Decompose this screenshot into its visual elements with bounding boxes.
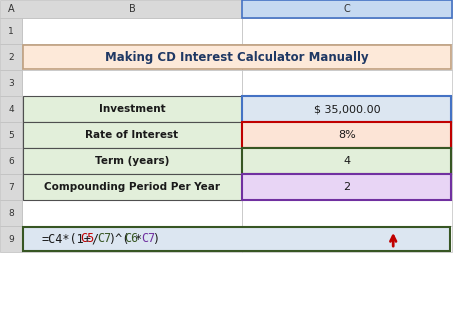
FancyBboxPatch shape xyxy=(22,18,242,44)
FancyBboxPatch shape xyxy=(242,122,451,148)
FancyBboxPatch shape xyxy=(242,122,452,148)
FancyBboxPatch shape xyxy=(0,200,22,226)
Text: Compounding Period Per Year: Compounding Period Per Year xyxy=(44,182,220,192)
FancyBboxPatch shape xyxy=(242,174,451,200)
Text: 5: 5 xyxy=(8,131,14,140)
FancyBboxPatch shape xyxy=(242,44,452,70)
FancyBboxPatch shape xyxy=(23,148,242,174)
Text: B: B xyxy=(128,4,136,14)
FancyBboxPatch shape xyxy=(242,96,452,122)
FancyBboxPatch shape xyxy=(22,96,242,122)
Text: C: C xyxy=(344,4,350,14)
FancyBboxPatch shape xyxy=(0,44,22,70)
Text: $ 35,000.00: $ 35,000.00 xyxy=(314,104,380,114)
Text: Rate of Interest: Rate of Interest xyxy=(85,130,179,140)
FancyBboxPatch shape xyxy=(0,96,22,122)
FancyBboxPatch shape xyxy=(242,148,452,174)
FancyBboxPatch shape xyxy=(0,226,22,252)
Text: 3: 3 xyxy=(8,78,14,87)
FancyBboxPatch shape xyxy=(0,148,22,174)
FancyBboxPatch shape xyxy=(22,122,242,148)
Text: 9: 9 xyxy=(8,235,14,244)
Text: C7: C7 xyxy=(141,233,155,245)
Text: 1: 1 xyxy=(8,27,14,36)
Text: Term (years): Term (years) xyxy=(95,156,169,166)
Text: C: C xyxy=(344,4,350,14)
FancyBboxPatch shape xyxy=(0,70,22,96)
Text: 2: 2 xyxy=(8,52,14,61)
FancyBboxPatch shape xyxy=(0,0,452,18)
FancyBboxPatch shape xyxy=(23,174,242,200)
FancyBboxPatch shape xyxy=(23,96,242,122)
FancyBboxPatch shape xyxy=(242,70,452,96)
FancyBboxPatch shape xyxy=(22,226,242,252)
FancyBboxPatch shape xyxy=(242,96,451,122)
Text: 8: 8 xyxy=(8,209,14,218)
FancyBboxPatch shape xyxy=(0,174,22,200)
Text: =C4*(1+: =C4*(1+ xyxy=(42,233,92,245)
FancyBboxPatch shape xyxy=(23,45,451,69)
Text: ): ) xyxy=(152,233,159,245)
Text: C6: C6 xyxy=(125,233,139,245)
Text: A: A xyxy=(8,4,14,14)
Text: 4: 4 xyxy=(344,156,351,166)
Text: 8%: 8% xyxy=(338,130,356,140)
Text: exceldemy: exceldemy xyxy=(199,234,255,244)
FancyBboxPatch shape xyxy=(22,174,242,200)
Text: *: * xyxy=(136,233,143,245)
Text: 7: 7 xyxy=(8,182,14,191)
FancyBboxPatch shape xyxy=(242,0,452,18)
FancyBboxPatch shape xyxy=(242,18,452,44)
FancyBboxPatch shape xyxy=(242,226,452,252)
FancyBboxPatch shape xyxy=(242,200,452,226)
Text: 2: 2 xyxy=(344,182,351,192)
Text: /: / xyxy=(91,233,99,245)
Text: Investment: Investment xyxy=(99,104,165,114)
FancyBboxPatch shape xyxy=(23,227,450,251)
FancyBboxPatch shape xyxy=(242,174,452,200)
FancyBboxPatch shape xyxy=(0,122,22,148)
Text: C7: C7 xyxy=(97,233,111,245)
Text: )^(: )^( xyxy=(108,233,129,245)
FancyBboxPatch shape xyxy=(22,44,242,70)
Text: 4: 4 xyxy=(8,105,14,114)
Text: C5: C5 xyxy=(81,233,95,245)
FancyBboxPatch shape xyxy=(242,148,451,174)
FancyBboxPatch shape xyxy=(22,148,242,174)
Text: Making CD Interest Calculator Manually: Making CD Interest Calculator Manually xyxy=(105,51,369,63)
FancyBboxPatch shape xyxy=(22,200,242,226)
FancyBboxPatch shape xyxy=(0,18,22,44)
FancyBboxPatch shape xyxy=(22,70,242,96)
Text: 6: 6 xyxy=(8,156,14,165)
FancyBboxPatch shape xyxy=(23,122,242,148)
